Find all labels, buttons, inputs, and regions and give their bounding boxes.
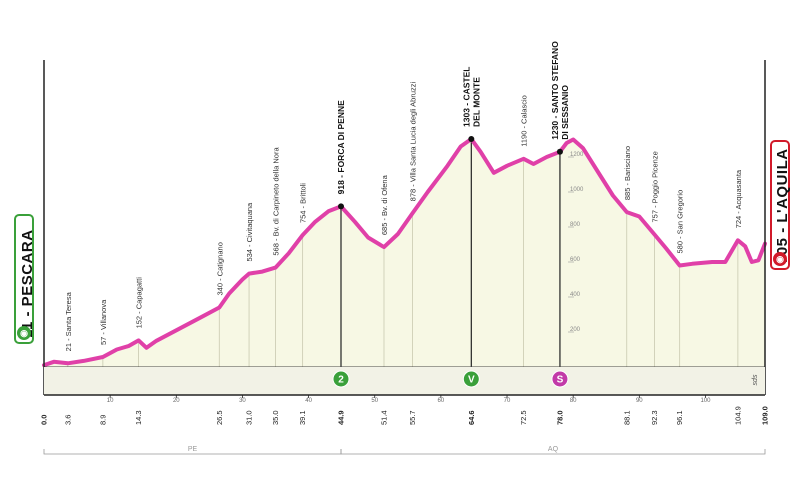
summit-label: 1303 - CASTEL bbox=[461, 67, 471, 127]
km-marker-label: 72.5 bbox=[519, 410, 528, 425]
km-marker-label: 96.1 bbox=[675, 410, 684, 425]
x-tick-label: 10 bbox=[107, 398, 114, 404]
km-marker-label: 64.6 bbox=[467, 410, 476, 425]
summit-dot bbox=[556, 148, 563, 155]
place-label: 1190 - Calascio bbox=[520, 95, 529, 147]
x-tick-label: 20 bbox=[173, 398, 180, 404]
km-marker-label: 39.1 bbox=[298, 410, 307, 425]
km-marker-label: 92.3 bbox=[650, 410, 659, 425]
place-label: 685 - Bv. di Ofena bbox=[380, 174, 389, 235]
x-tick-label: 80 bbox=[570, 398, 577, 404]
place-label: 580 - San Gregorio bbox=[676, 190, 685, 254]
summit-dot bbox=[468, 135, 475, 142]
place-label: 885 - Barisciano bbox=[623, 146, 632, 200]
y-tick-label: 200 bbox=[570, 327, 581, 333]
place-label: 878 - Villa Santa Lucia degli Abruzzi bbox=[408, 81, 417, 201]
start-icon: ◉ bbox=[17, 326, 31, 340]
km-marker-label: 31.0 bbox=[245, 410, 254, 425]
summit-badge bbox=[332, 370, 350, 388]
summit-badge-label: S bbox=[557, 375, 564, 386]
km-marker-label: 51.4 bbox=[379, 410, 388, 425]
province-bracket bbox=[340, 449, 766, 455]
finish-label-box: 705 - L'AQUILA ◉ bbox=[770, 140, 791, 270]
x-tick-label: 50 bbox=[371, 398, 378, 404]
x-tick-label: 100 bbox=[700, 398, 711, 404]
start-label-box: 11 - PESCARA ◉ bbox=[14, 214, 36, 344]
place-label: 724 - Acquasanta bbox=[734, 169, 743, 228]
km-marker-label: 88.1 bbox=[622, 410, 631, 425]
y-tick-label: 400 bbox=[570, 292, 581, 298]
summit-label: 1230 - SANTO STEFANO bbox=[550, 41, 560, 140]
place-label: 21 - Santa Teresa bbox=[64, 291, 73, 351]
km-marker-label: 3.6 bbox=[63, 415, 72, 425]
summit-badge-label: V bbox=[468, 375, 475, 386]
summit-label: DI SESSANIO bbox=[560, 85, 570, 140]
y-tick-label: 1000 bbox=[570, 187, 584, 193]
summit-label: 918 - FORCA DI PENNE bbox=[336, 100, 346, 194]
place-label: 57 - Villanova bbox=[99, 299, 108, 345]
km-marker-label: 109.0 bbox=[761, 406, 770, 425]
summit-badge-label: 2 bbox=[338, 375, 344, 386]
km-marker-label: 55.7 bbox=[408, 410, 417, 425]
province-label: PE bbox=[188, 446, 198, 453]
km-marker-label: 26.5 bbox=[215, 410, 224, 425]
km-marker-label: 0.0 bbox=[40, 415, 49, 425]
place-label: 340 - Catignano bbox=[215, 242, 224, 295]
km-marker-label: 8.9 bbox=[98, 415, 107, 425]
km-marker-label: 14.3 bbox=[134, 410, 143, 425]
units-label: sds bbox=[752, 374, 759, 385]
km-marker-label: 78.0 bbox=[555, 410, 564, 425]
x-tick-label: 40 bbox=[305, 398, 312, 404]
place-label: 754 - Brittoli bbox=[299, 183, 308, 223]
x-tick-label: 70 bbox=[504, 398, 511, 404]
y-tick-label: 1200 bbox=[570, 152, 584, 158]
x-tick-label: 90 bbox=[636, 398, 643, 404]
place-label: 152 - Capagatti bbox=[135, 277, 144, 329]
km-marker-label: 44.9 bbox=[336, 410, 345, 425]
summit-dot bbox=[337, 203, 344, 210]
y-tick-label: 600 bbox=[570, 257, 581, 263]
x-tick-label: 30 bbox=[239, 398, 246, 404]
km-marker-label: 104.9 bbox=[733, 406, 742, 425]
summit-badge bbox=[462, 370, 480, 388]
km-marker-label: 35.0 bbox=[271, 410, 280, 425]
x-tick-label: 60 bbox=[438, 398, 445, 404]
axis-band bbox=[44, 367, 765, 395]
profile-area bbox=[44, 139, 765, 367]
place-label: 568 - Bv. di Carpineto della Nora bbox=[272, 147, 281, 256]
y-tick-label: 800 bbox=[570, 222, 581, 228]
finish-icon: ◉ bbox=[773, 252, 787, 266]
summit-label: DEL MONTE bbox=[471, 77, 481, 127]
province-label: AQ bbox=[548, 446, 559, 453]
summit-badge bbox=[551, 370, 569, 388]
finish-label: 705 - L'AQUILA bbox=[774, 148, 791, 264]
start-label: 11 - PESCARA bbox=[19, 229, 36, 338]
profile-line bbox=[42, 137, 767, 368]
place-label: 534 - Civitaquana bbox=[245, 202, 254, 262]
place-label: 757 - Poggio Picenze bbox=[651, 151, 660, 222]
